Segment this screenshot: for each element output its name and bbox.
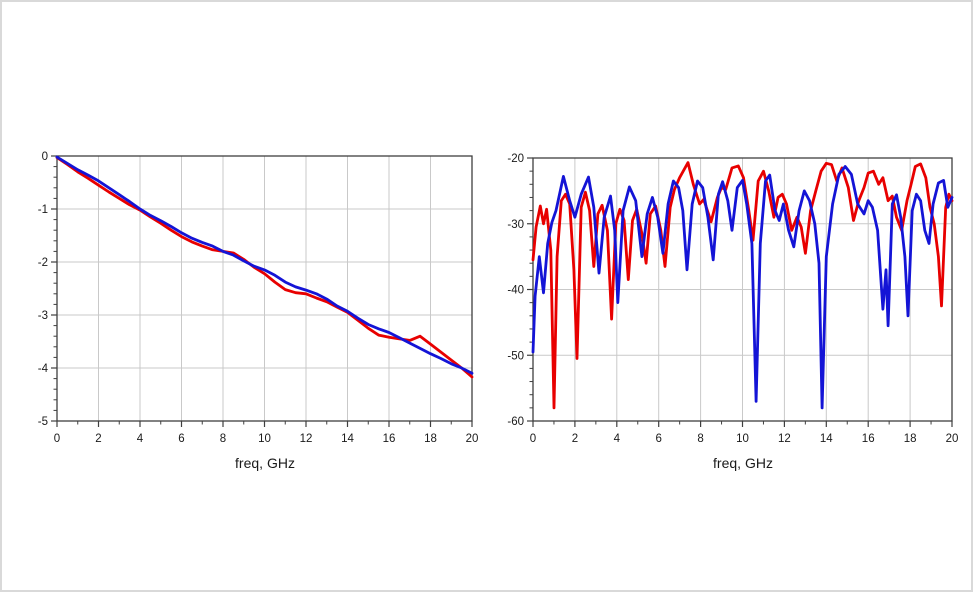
plot-frame — [56, 155, 473, 422]
y-tick-label: -30 — [507, 219, 524, 231]
y-tick-label: -50 — [507, 350, 524, 362]
y-tick-label: -40 — [507, 285, 524, 297]
x-tick-label: 8 — [220, 433, 226, 445]
x-tick-label: 6 — [178, 433, 184, 445]
left-chart-x-axis-title: freq, GHz — [235, 455, 295, 471]
x-tick-label: 2 — [95, 433, 101, 445]
trace-blue-line[interactable] — [531, 165, 954, 410]
x-tick-label: 14 — [820, 433, 833, 445]
x-tick-label: 4 — [614, 433, 621, 445]
right-chart-x-axis-title: freq, GHz — [713, 455, 773, 471]
x-tick-label: 0 — [54, 433, 60, 445]
x-tick-label: 10 — [258, 433, 271, 445]
x-tick-label: 8 — [697, 433, 703, 445]
x-tick-label: 2 — [572, 433, 578, 445]
y-tick-label: -4 — [38, 363, 49, 375]
y-tick-label: -2 — [38, 257, 48, 269]
y-tick-label: -60 — [507, 416, 524, 428]
x-tick-label: 0 — [530, 433, 536, 445]
x-tick-label: 12 — [778, 433, 791, 445]
x-tick-label: 18 — [904, 433, 917, 445]
x-tick-label: 6 — [655, 433, 661, 445]
x-tick-label: 12 — [300, 433, 313, 445]
y-tick-label: 0 — [42, 151, 48, 163]
x-tick-label: 10 — [736, 433, 749, 445]
x-tick-label: 16 — [862, 433, 875, 445]
trace-blue-line[interactable] — [55, 155, 474, 375]
x-tick-label: 20 — [466, 433, 479, 445]
x-tick-label: 14 — [341, 433, 354, 445]
x-tick-label: 16 — [383, 433, 396, 445]
y-tick-label: -1 — [38, 204, 48, 216]
y-tick-label: -20 — [507, 153, 524, 165]
y-tick-label: -3 — [38, 310, 48, 322]
x-tick-label: 18 — [424, 433, 437, 445]
y-tick-label: -5 — [38, 416, 48, 428]
x-tick-label: 20 — [946, 433, 959, 445]
trace-red-line[interactable] — [531, 161, 954, 410]
plot-frame — [532, 157, 953, 422]
x-tick-label: 4 — [137, 433, 144, 445]
